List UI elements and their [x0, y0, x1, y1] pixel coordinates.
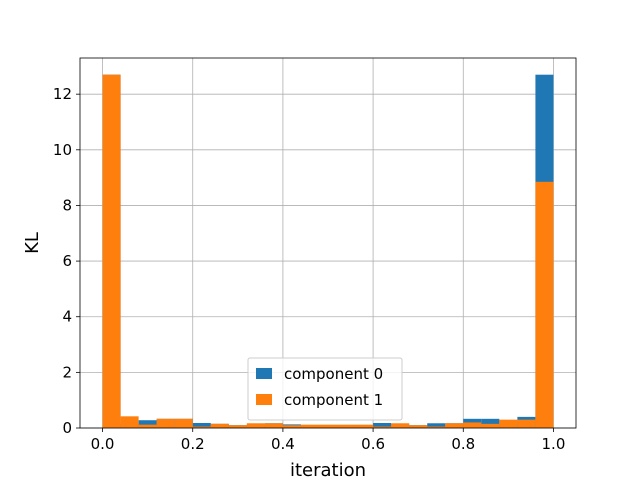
bar-component-0-bin-18: [427, 423, 446, 428]
bar-component-0-bin-15: [373, 422, 392, 428]
bar-component-1-bin-16: [391, 423, 410, 428]
legend-swatch: [256, 368, 272, 379]
bar-component-1-bin-2: [138, 424, 157, 428]
bar-component-1-bin-19: [445, 423, 464, 428]
legend-label: component 1: [284, 391, 383, 409]
bar-component-0-bin-21: [481, 418, 500, 428]
y-tick-label: 10: [53, 141, 72, 159]
y-tick-label: 6: [62, 252, 72, 270]
bar-component-1-bin-23: [517, 419, 536, 428]
y-tick-label: 8: [62, 196, 72, 214]
bars: [102, 74, 554, 429]
bar-component-1-bin-3: [156, 418, 175, 428]
legend-label: component 0: [284, 365, 383, 383]
y-tick-label: 12: [53, 85, 72, 103]
bar-component-1-bin-10: [282, 425, 301, 428]
legend: component 0 component 1: [247, 357, 403, 421]
bar-component-1-bin-9: [264, 423, 283, 428]
bar-component-1-bin-1: [120, 416, 139, 428]
bar-component-1-bin-17: [409, 425, 428, 428]
bar-component-1-bin-18: [427, 426, 446, 428]
bar-component-1-bin-8: [246, 423, 265, 428]
x-tick-label: 0.8: [451, 435, 475, 453]
bar-component-1-bin-4: [174, 418, 193, 428]
bar-component-1-bin-6: [210, 423, 229, 428]
x-tick-label: 0.4: [271, 435, 295, 453]
x-axis-label: iteration: [290, 460, 366, 480]
x-axis-ticks: 0.0 0.2 0.4 0.6 0.8 1.0: [91, 428, 566, 453]
grid-lines: [80, 58, 576, 429]
y-tick-label: 2: [62, 363, 72, 381]
y-tick-label: 0: [62, 419, 72, 437]
bar-component-1-bin-0: [102, 74, 121, 429]
bar-component-1-bin-13: [337, 424, 356, 428]
bar-component-1-bin-22: [499, 419, 518, 428]
x-tick-label: 0.6: [361, 435, 385, 453]
x-tick-label: 0.0: [91, 435, 115, 453]
bar-component-1-bin-7: [228, 425, 247, 428]
bar-component-1-bin-5: [192, 426, 211, 428]
y-tick-label: 4: [62, 308, 72, 326]
bar-component-1-bin-24: [535, 181, 554, 428]
x-tick-label: 0.2: [181, 435, 205, 453]
bar-component-1-bin-15: [373, 426, 392, 428]
legend-swatch: [256, 394, 272, 405]
plot-frame: [79, 57, 577, 429]
legend-box: [247, 357, 403, 421]
bar-component-1-bin-12: [318, 424, 338, 428]
y-axis-label: KL: [22, 232, 43, 254]
bar-component-0-bin-2: [138, 420, 157, 428]
bar-component-1-bin-11: [300, 424, 319, 428]
x-tick-label: 1.0: [542, 435, 566, 453]
bar-component-1-bin-21: [481, 423, 500, 428]
bar-component-1-bin-20: [463, 422, 482, 428]
bar-component-1-bin-14: [355, 424, 374, 428]
y-axis-ticks: 0 2 4 6 8 10 12: [53, 85, 80, 437]
bar-component-0-bin-5: [192, 422, 211, 428]
